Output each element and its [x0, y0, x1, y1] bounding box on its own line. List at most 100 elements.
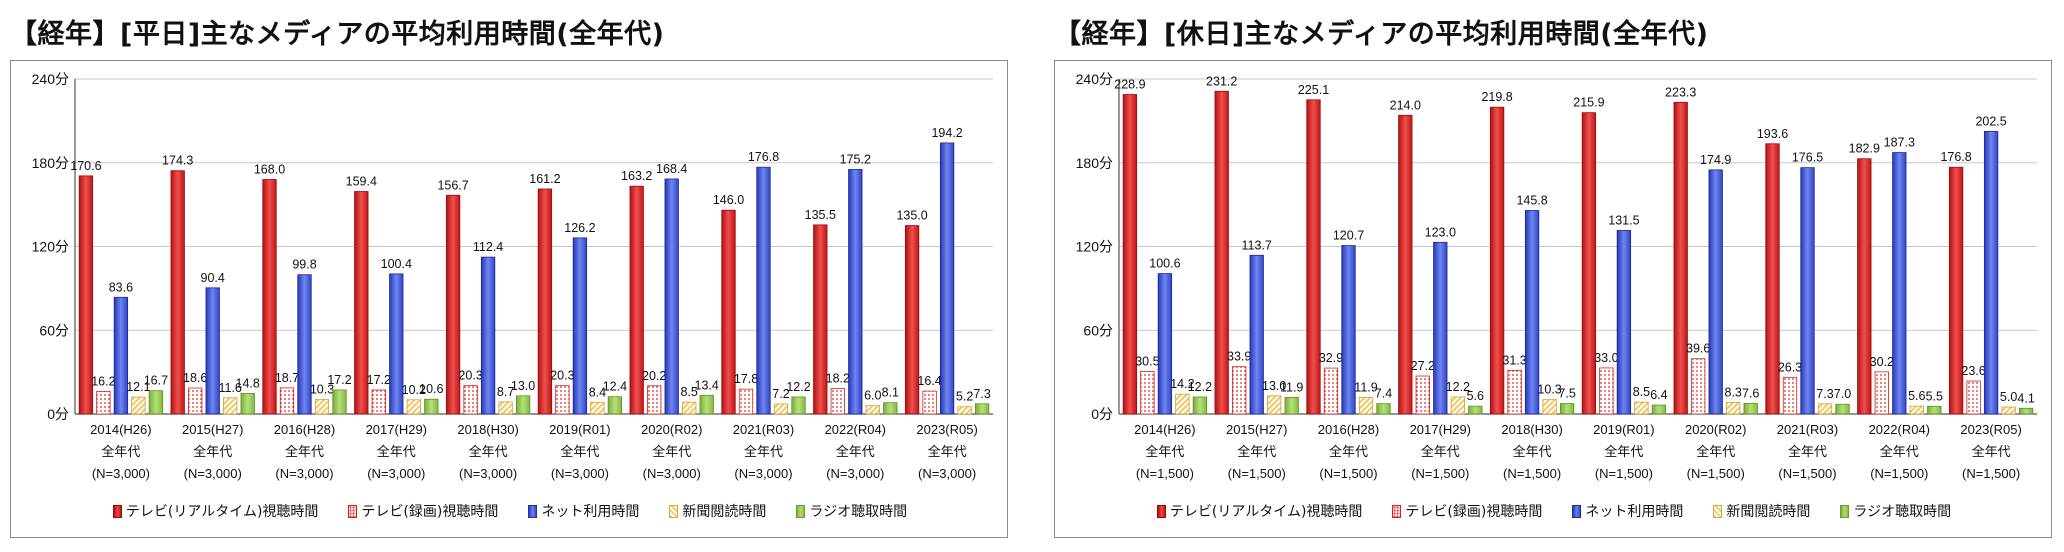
data-label: 16.7	[144, 374, 168, 388]
data-label: 11.6	[218, 381, 241, 395]
x-tick-label: (N=1,500)	[1136, 466, 1194, 481]
bar-radio	[974, 403, 990, 415]
bar-newspaper	[314, 399, 330, 415]
data-label: 10.2	[402, 383, 426, 397]
bar-tv-realtime	[721, 209, 736, 415]
bar-internet	[113, 296, 129, 415]
bar-tv-realtime	[904, 225, 920, 415]
legend-label: テレビ(録画)視聴時間	[361, 504, 499, 520]
bar-tv-realtime	[1857, 158, 1872, 415]
data-label: 135.5	[805, 208, 836, 222]
bar-internet	[848, 169, 863, 415]
legend-item: 新聞閲読時間	[669, 501, 766, 521]
data-label: 39.6	[1686, 342, 1710, 356]
x-tick-label: 2016(H28)	[274, 422, 335, 437]
data-label: 17.2	[367, 373, 391, 387]
data-label: 174.3	[162, 154, 193, 168]
data-label: 7.3	[1816, 387, 1833, 401]
data-label: 10.3	[310, 383, 334, 397]
x-tick-label: 全年代	[469, 444, 508, 459]
bar-tv-recorded	[647, 385, 662, 415]
bar-tv-realtime	[354, 191, 369, 415]
data-label: 193.6	[1757, 127, 1788, 141]
x-tick-label: 全年代	[377, 444, 416, 459]
legend-label: 新聞閲読時間	[1726, 504, 1811, 520]
bar-internet	[1524, 210, 1540, 415]
bar-internet	[939, 142, 955, 415]
legend-item: テレビ(録画)視聴時間	[348, 501, 498, 521]
bar-tv-recorded	[279, 387, 295, 415]
bar-radio	[424, 398, 439, 415]
bar-newspaper	[406, 399, 421, 415]
data-label: 194.2	[931, 126, 962, 140]
data-label: 168.0	[254, 163, 285, 177]
bar-tv-recorded	[830, 388, 845, 415]
bar-newspaper	[1542, 399, 1557, 415]
x-tick-label: 全年代	[1421, 444, 1460, 459]
bar-tv-recorded	[922, 390, 937, 415]
bar-tv-realtime	[1398, 114, 1413, 415]
legend-label: ラジオ聴取時間	[809, 504, 908, 520]
data-label: 202.5	[1975, 114, 2006, 128]
data-label: 161.2	[529, 172, 560, 186]
bar-tv-realtime	[170, 170, 185, 415]
bar-tv-realtime	[1489, 106, 1505, 415]
data-label: 6.4	[1650, 388, 1667, 402]
y-tick-label: 240分	[32, 71, 69, 87]
bar-radio	[1192, 396, 1208, 415]
bar-tv-realtime	[1765, 143, 1780, 415]
legend-swatch-internet	[528, 504, 538, 518]
data-label: 11.9	[1280, 380, 1303, 394]
data-label: 12.2	[1446, 380, 1470, 394]
data-label: 14.8	[236, 376, 260, 390]
data-label: 20.3	[458, 369, 482, 383]
data-label: 10.3	[1537, 383, 1561, 397]
x-tick-label: 全年代	[101, 444, 140, 459]
data-label: 187.3	[1884, 136, 1915, 150]
chart-legend: テレビ(リアルタイム)視聴時間 テレビ(録画)視聴時間 ネット利用時間 新聞閲読…	[1055, 501, 2053, 521]
bar-tv-recorded	[1232, 366, 1247, 415]
bar-newspaper	[498, 401, 513, 415]
data-label: 33.9	[1227, 350, 1251, 364]
bar-tv-recorded	[738, 388, 754, 415]
data-label: 7.4	[1375, 387, 1392, 401]
x-tick-label: 2019(R01)	[549, 422, 610, 437]
x-tick-label: (N=1,500)	[1319, 466, 1377, 481]
data-label: 32.9	[1319, 351, 1343, 365]
bar-tv-recorded	[188, 387, 203, 415]
x-tick-label: 全年代	[560, 444, 599, 459]
bar-radio	[2018, 407, 2034, 415]
x-tick-label: 2022(R04)	[1869, 422, 1930, 437]
bar-radio	[1284, 396, 1299, 415]
x-tick-label: (N=3,000)	[184, 466, 242, 481]
data-label: 12.1	[126, 380, 150, 394]
bar-newspaper	[957, 406, 972, 415]
legend-swatch-newspaper	[1713, 504, 1723, 518]
data-label: 112.4	[473, 240, 503, 254]
x-tick-label: 2020(R02)	[1685, 422, 1746, 437]
bar-newspaper	[1175, 393, 1190, 415]
data-label: 17.2	[327, 373, 351, 387]
bar-newspaper	[1909, 405, 1924, 415]
x-tick-label: 2018(H30)	[457, 422, 518, 437]
bar-newspaper	[131, 396, 146, 415]
data-label: 225.1	[1298, 83, 1329, 97]
weekday-chart-panel: 【経年】[平日]主なメディアの平均利用時間(全年代) 0分 60分 120分 180分…	[0, 0, 1020, 552]
x-tick-label: 全年代	[1513, 444, 1552, 459]
data-label: 214.0	[1390, 98, 1421, 112]
data-label: 7.5	[1558, 387, 1575, 401]
x-tick-label: 全年代	[193, 444, 232, 459]
bar-newspaper	[2001, 406, 2016, 415]
x-tick-label: 全年代	[1237, 444, 1276, 459]
legend-swatch-tv-recorded	[348, 504, 358, 518]
legend-label: テレビ(リアルタイム)視聴時間	[1169, 504, 1363, 520]
bar-radio	[332, 389, 347, 415]
data-label: 7.3	[973, 387, 990, 401]
bar-radio	[699, 394, 714, 415]
data-label: 7.2	[772, 387, 789, 401]
data-label: 83.6	[109, 280, 133, 294]
bar-newspaper	[1817, 403, 1833, 415]
data-label: 163.2	[621, 169, 652, 183]
x-tick-label: (N=1,500)	[1595, 466, 1653, 481]
